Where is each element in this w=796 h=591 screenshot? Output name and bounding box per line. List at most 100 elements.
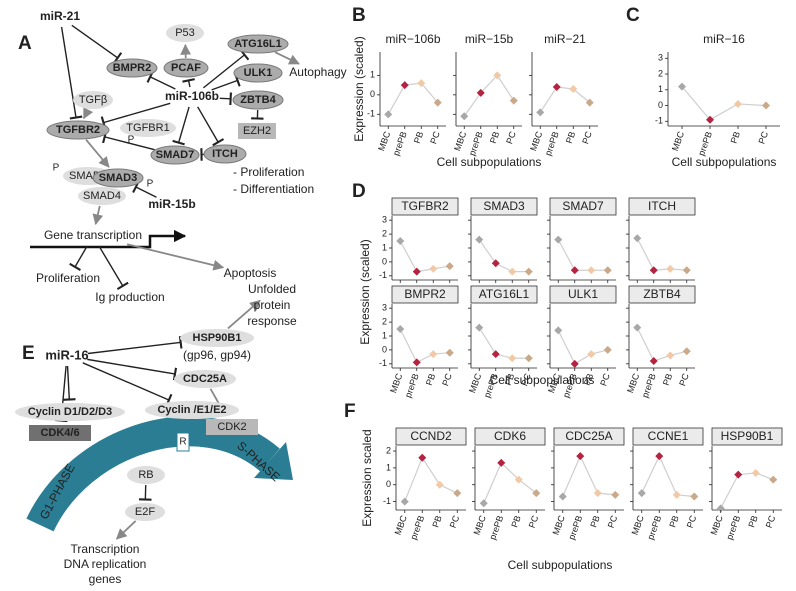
inhibition-edge <box>82 362 173 407</box>
x-axis-label: Cell subpopulations <box>672 155 777 169</box>
y-tick-label: 3 <box>658 53 663 63</box>
x-tick-label: MBC <box>670 130 686 153</box>
inhibition-edge <box>132 180 157 198</box>
node-shape <box>203 144 247 164</box>
node-shape <box>29 425 91 441</box>
inhibition-edge <box>197 106 225 147</box>
facet-title: ZBTB4 <box>643 287 681 301</box>
node-label: Proliferation <box>36 271 100 285</box>
facet-title: TGFBR2 <box>401 199 449 213</box>
mean-line <box>483 461 537 504</box>
mean-marker <box>587 266 596 275</box>
mean-marker <box>734 470 743 479</box>
y-axis-label: Expression scaled <box>360 429 374 526</box>
node-label: ITCH <box>212 148 238 160</box>
x-tick-label: PC <box>606 514 620 530</box>
mean-marker <box>536 108 545 117</box>
facet-title: CCNE1 <box>648 429 689 443</box>
x-tick-label: MBC <box>551 514 567 537</box>
mean-line <box>399 240 450 273</box>
y-tick-label: -1 <box>379 270 387 280</box>
mean-marker <box>554 235 563 244</box>
activation-edge <box>274 51 300 65</box>
x-tick-label: MBC <box>630 514 646 537</box>
mean-marker <box>603 345 612 354</box>
x-tick-label: PB <box>488 130 502 145</box>
facet-title: miR−15b <box>465 32 514 46</box>
activation-edge <box>83 107 94 120</box>
facet-strip <box>470 285 538 304</box>
mean-marker <box>435 480 444 489</box>
node-label: Autophagy <box>289 65 346 79</box>
node-label: HSP90B1 <box>193 332 242 344</box>
panel-letter: A <box>18 33 32 54</box>
inhibition-edge <box>202 49 250 89</box>
mean-marker <box>769 475 778 484</box>
y-tick-label: 1 <box>382 330 387 340</box>
x-tick-label: PC <box>598 372 612 388</box>
x-tick-label: PB <box>746 514 760 529</box>
cell-cycle-arc <box>26 416 280 532</box>
facet-title: CDK6 <box>494 429 526 443</box>
mean-marker <box>734 99 742 108</box>
x-tick-label: PC <box>527 514 541 530</box>
node-shape <box>180 329 254 347</box>
x-tick-label: PB <box>564 130 578 145</box>
node-label: miR-15b <box>148 197 195 211</box>
node-label: TGFβ <box>79 94 107 106</box>
inhibition-edge <box>71 24 123 64</box>
mean-marker <box>460 112 469 121</box>
mean-marker <box>569 85 578 93</box>
y-tick-label: 0 <box>382 256 387 266</box>
mean-marker <box>412 358 421 367</box>
node-label: ULK1 <box>244 67 273 79</box>
cell-cycle-arrowhead <box>254 442 293 480</box>
x-tick-label: prePB <box>645 514 663 541</box>
x-tick-label: prePB <box>487 514 505 541</box>
node-label: P <box>147 179 154 190</box>
x-tick-label: prePB <box>566 514 584 541</box>
node-label: genes <box>89 572 122 586</box>
inhibition-edge <box>62 365 76 401</box>
mean-marker <box>603 266 612 275</box>
facet-strip <box>470 197 538 216</box>
facet-title: BMPR2 <box>404 287 446 301</box>
node-shape <box>125 503 165 521</box>
mean-marker <box>554 326 563 335</box>
node-label: R <box>179 437 186 448</box>
x-tick-label: prePB <box>696 130 714 157</box>
node-label: Apoptosis <box>224 266 277 280</box>
x-tick-label: MBC <box>625 372 641 395</box>
mean-marker <box>475 323 484 332</box>
inhibition-edge <box>172 106 190 146</box>
facet-strip <box>391 197 459 216</box>
inhibition-edge <box>102 130 155 151</box>
facet-strip <box>474 427 546 446</box>
y-tick-label: 2 <box>382 228 387 238</box>
mean-line <box>387 82 439 115</box>
mean-marker <box>445 348 454 357</box>
inhibition-edge <box>87 358 178 381</box>
mean-line <box>720 472 774 509</box>
facet-title: CCND2 <box>410 429 452 443</box>
y-tick-label: 0 <box>658 100 663 110</box>
inhibition-edge <box>146 70 176 90</box>
node-label: - Differentiation <box>233 182 314 196</box>
mean-marker <box>396 325 405 334</box>
x-tick-label: MBC <box>452 130 468 153</box>
x-tick-label: PC <box>519 372 533 388</box>
mean-marker <box>587 350 596 359</box>
y-tick-label: -1 <box>655 116 663 126</box>
mean-marker <box>396 237 405 246</box>
node-shape <box>238 123 276 139</box>
y-axis-label: Expression (scaled) <box>352 36 366 141</box>
x-tick-label: MBC <box>388 372 404 395</box>
mean-line <box>478 327 529 359</box>
facet-strip <box>549 285 617 304</box>
mean-marker <box>508 267 517 276</box>
x-tick-label: prePB <box>724 514 742 541</box>
node-shape <box>46 120 110 140</box>
facet-title: ITCH <box>648 199 676 213</box>
mean-marker <box>666 264 675 273</box>
mean-marker <box>384 110 393 119</box>
